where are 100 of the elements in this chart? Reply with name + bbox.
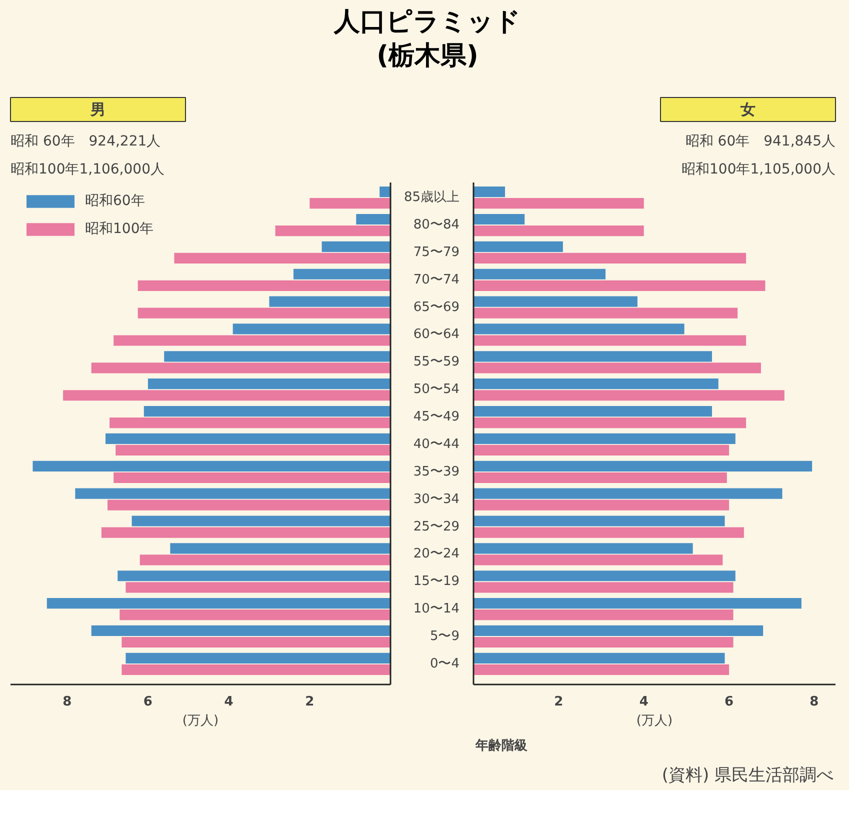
bar xyxy=(232,324,390,334)
bar xyxy=(144,406,390,417)
bar xyxy=(474,225,644,236)
bar xyxy=(474,214,525,225)
bar xyxy=(474,252,746,264)
bar xyxy=(474,268,606,280)
bar xyxy=(474,625,764,636)
text: 昭和 60年 941,845人 xyxy=(685,134,836,150)
y-tick-label: 40〜44 xyxy=(413,436,460,452)
bar xyxy=(101,527,390,538)
bar xyxy=(474,598,802,609)
text: 女 xyxy=(740,100,756,118)
bar xyxy=(474,527,744,538)
bar xyxy=(310,198,390,209)
chart-title: 人口ピラミッド xyxy=(334,6,521,39)
bar xyxy=(118,570,390,582)
bar xyxy=(114,472,390,483)
bar xyxy=(126,652,390,664)
y-tick-label: 30〜34 xyxy=(413,492,460,507)
bar xyxy=(122,636,390,648)
bar xyxy=(122,664,390,675)
x-tick-label: 2 xyxy=(554,694,564,710)
y-tick-label: 35〜39 xyxy=(413,464,460,480)
y-tick-label: 5〜9 xyxy=(430,628,460,644)
bar xyxy=(120,610,390,620)
bar xyxy=(474,335,746,346)
y-tick-label: 70〜74 xyxy=(413,272,460,288)
bar xyxy=(174,252,390,264)
bar xyxy=(474,500,730,510)
bar xyxy=(474,378,718,390)
bar xyxy=(474,198,644,209)
y-tick-label: 10〜14 xyxy=(413,602,460,617)
bar xyxy=(148,378,390,390)
bar xyxy=(474,351,712,362)
bar xyxy=(356,214,390,225)
legend-label: 昭和100年 xyxy=(85,220,154,238)
bar xyxy=(474,610,734,620)
bar xyxy=(474,324,684,334)
bar xyxy=(140,554,390,566)
bar xyxy=(474,472,727,483)
bar xyxy=(110,418,390,428)
bar xyxy=(474,362,761,374)
text: 昭和100年1,106,000人 xyxy=(10,162,164,178)
y-tick-label: 60〜64 xyxy=(413,327,460,342)
bar xyxy=(380,186,390,198)
bar xyxy=(46,598,390,609)
bar xyxy=(474,554,723,566)
bar xyxy=(474,543,693,554)
bar xyxy=(106,433,390,444)
bar xyxy=(170,543,390,554)
bar xyxy=(474,636,734,648)
x-tick-label: 8 xyxy=(62,694,72,710)
bar xyxy=(474,664,730,675)
bar xyxy=(114,335,390,346)
bar xyxy=(132,516,390,526)
x-tick-label: 6 xyxy=(724,694,734,710)
bar xyxy=(474,433,736,444)
bar xyxy=(474,460,812,472)
y-tick-label: 20〜24 xyxy=(413,546,460,562)
text: 昭和100年1,105,000人 xyxy=(682,162,836,178)
bar xyxy=(108,500,390,510)
y-tick-label: 75〜79 xyxy=(413,244,460,260)
bar xyxy=(474,406,712,417)
chart-subtitle: (栃木県) xyxy=(376,40,480,73)
text: (資料) 県民生活部調べ xyxy=(662,766,834,786)
y-tick-label: 85歳以上 xyxy=(404,190,460,206)
bar xyxy=(474,296,638,307)
bar xyxy=(91,625,390,636)
bar xyxy=(474,488,782,499)
y-tick-label: 55〜59 xyxy=(413,354,460,370)
bar xyxy=(138,308,390,318)
text: 年齢階級 xyxy=(474,738,528,754)
bar xyxy=(75,488,390,499)
x-axis-title: (万人) xyxy=(636,714,673,728)
y-tick-label: 15〜19 xyxy=(413,574,460,590)
bar xyxy=(474,570,736,582)
bar xyxy=(474,186,506,198)
bar xyxy=(269,296,390,307)
bar xyxy=(293,268,390,280)
bar xyxy=(474,308,738,318)
bar xyxy=(474,418,746,428)
bar xyxy=(126,582,390,593)
bar xyxy=(474,390,784,401)
y-tick-label: 0〜4 xyxy=(430,656,460,672)
bar xyxy=(474,444,730,456)
bar xyxy=(138,280,390,291)
x-tick-label: 6 xyxy=(143,694,152,710)
bar xyxy=(474,582,734,593)
bar xyxy=(164,351,390,362)
y-tick-label: 65〜69 xyxy=(413,300,460,315)
bar xyxy=(474,516,725,526)
y-tick-label: 50〜54 xyxy=(413,382,460,398)
bar xyxy=(63,390,390,401)
bar xyxy=(474,280,766,291)
bar xyxy=(322,241,390,252)
x-tick-label: 8 xyxy=(810,694,819,710)
bar xyxy=(474,652,725,664)
y-tick-label: 80〜84 xyxy=(413,218,460,233)
legend-label: 昭和60年 xyxy=(85,192,145,210)
bar xyxy=(275,225,390,236)
